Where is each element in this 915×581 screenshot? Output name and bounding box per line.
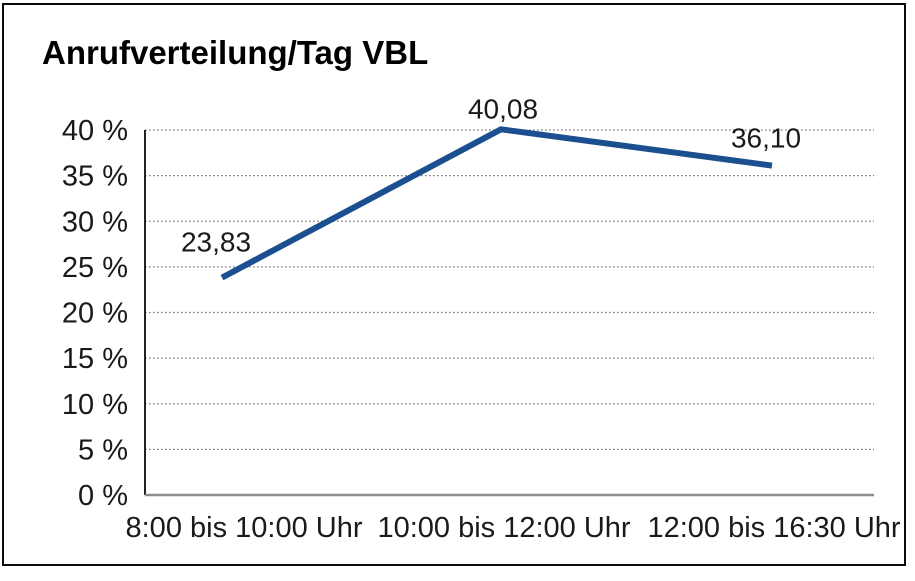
x-category-label: 12:00 bis 16:30 Uhr <box>647 512 900 544</box>
x-category-label: 8:00 bis 10:00 Uhr <box>126 512 363 544</box>
y-tick-label: 25 % <box>62 252 128 284</box>
y-tick-label: 5 % <box>78 434 128 466</box>
chart-title: Anrufverteilung/Tag VBL <box>42 34 429 71</box>
data-point-label: 40,08 <box>468 93 538 124</box>
y-tick-label: 10 % <box>62 389 128 421</box>
y-tick-label: 40 % <box>62 115 128 147</box>
y-tick-label: 35 % <box>62 161 128 193</box>
data-point-label: 23,83 <box>181 227 251 258</box>
data-point-label: 36,10 <box>731 123 801 154</box>
line-chart: 0 % 5 % 10 % 15 % 20 % 25 % 30 % 35 % 40 % 8:00 b… <box>62 93 901 544</box>
chart-frame: Anrufverteilung/Tag VBL 0 % 5 % 10 % 15 % 20… <box>2 3 906 566</box>
y-tick-label: 15 % <box>62 343 128 375</box>
data-line <box>220 126 773 281</box>
y-tick-label: 0 % <box>78 480 128 512</box>
y-tick-label: 30 % <box>62 206 128 238</box>
x-category-label: 10:00 bis 12:00 Uhr <box>377 512 630 544</box>
y-tick-label: 20 % <box>62 298 128 330</box>
